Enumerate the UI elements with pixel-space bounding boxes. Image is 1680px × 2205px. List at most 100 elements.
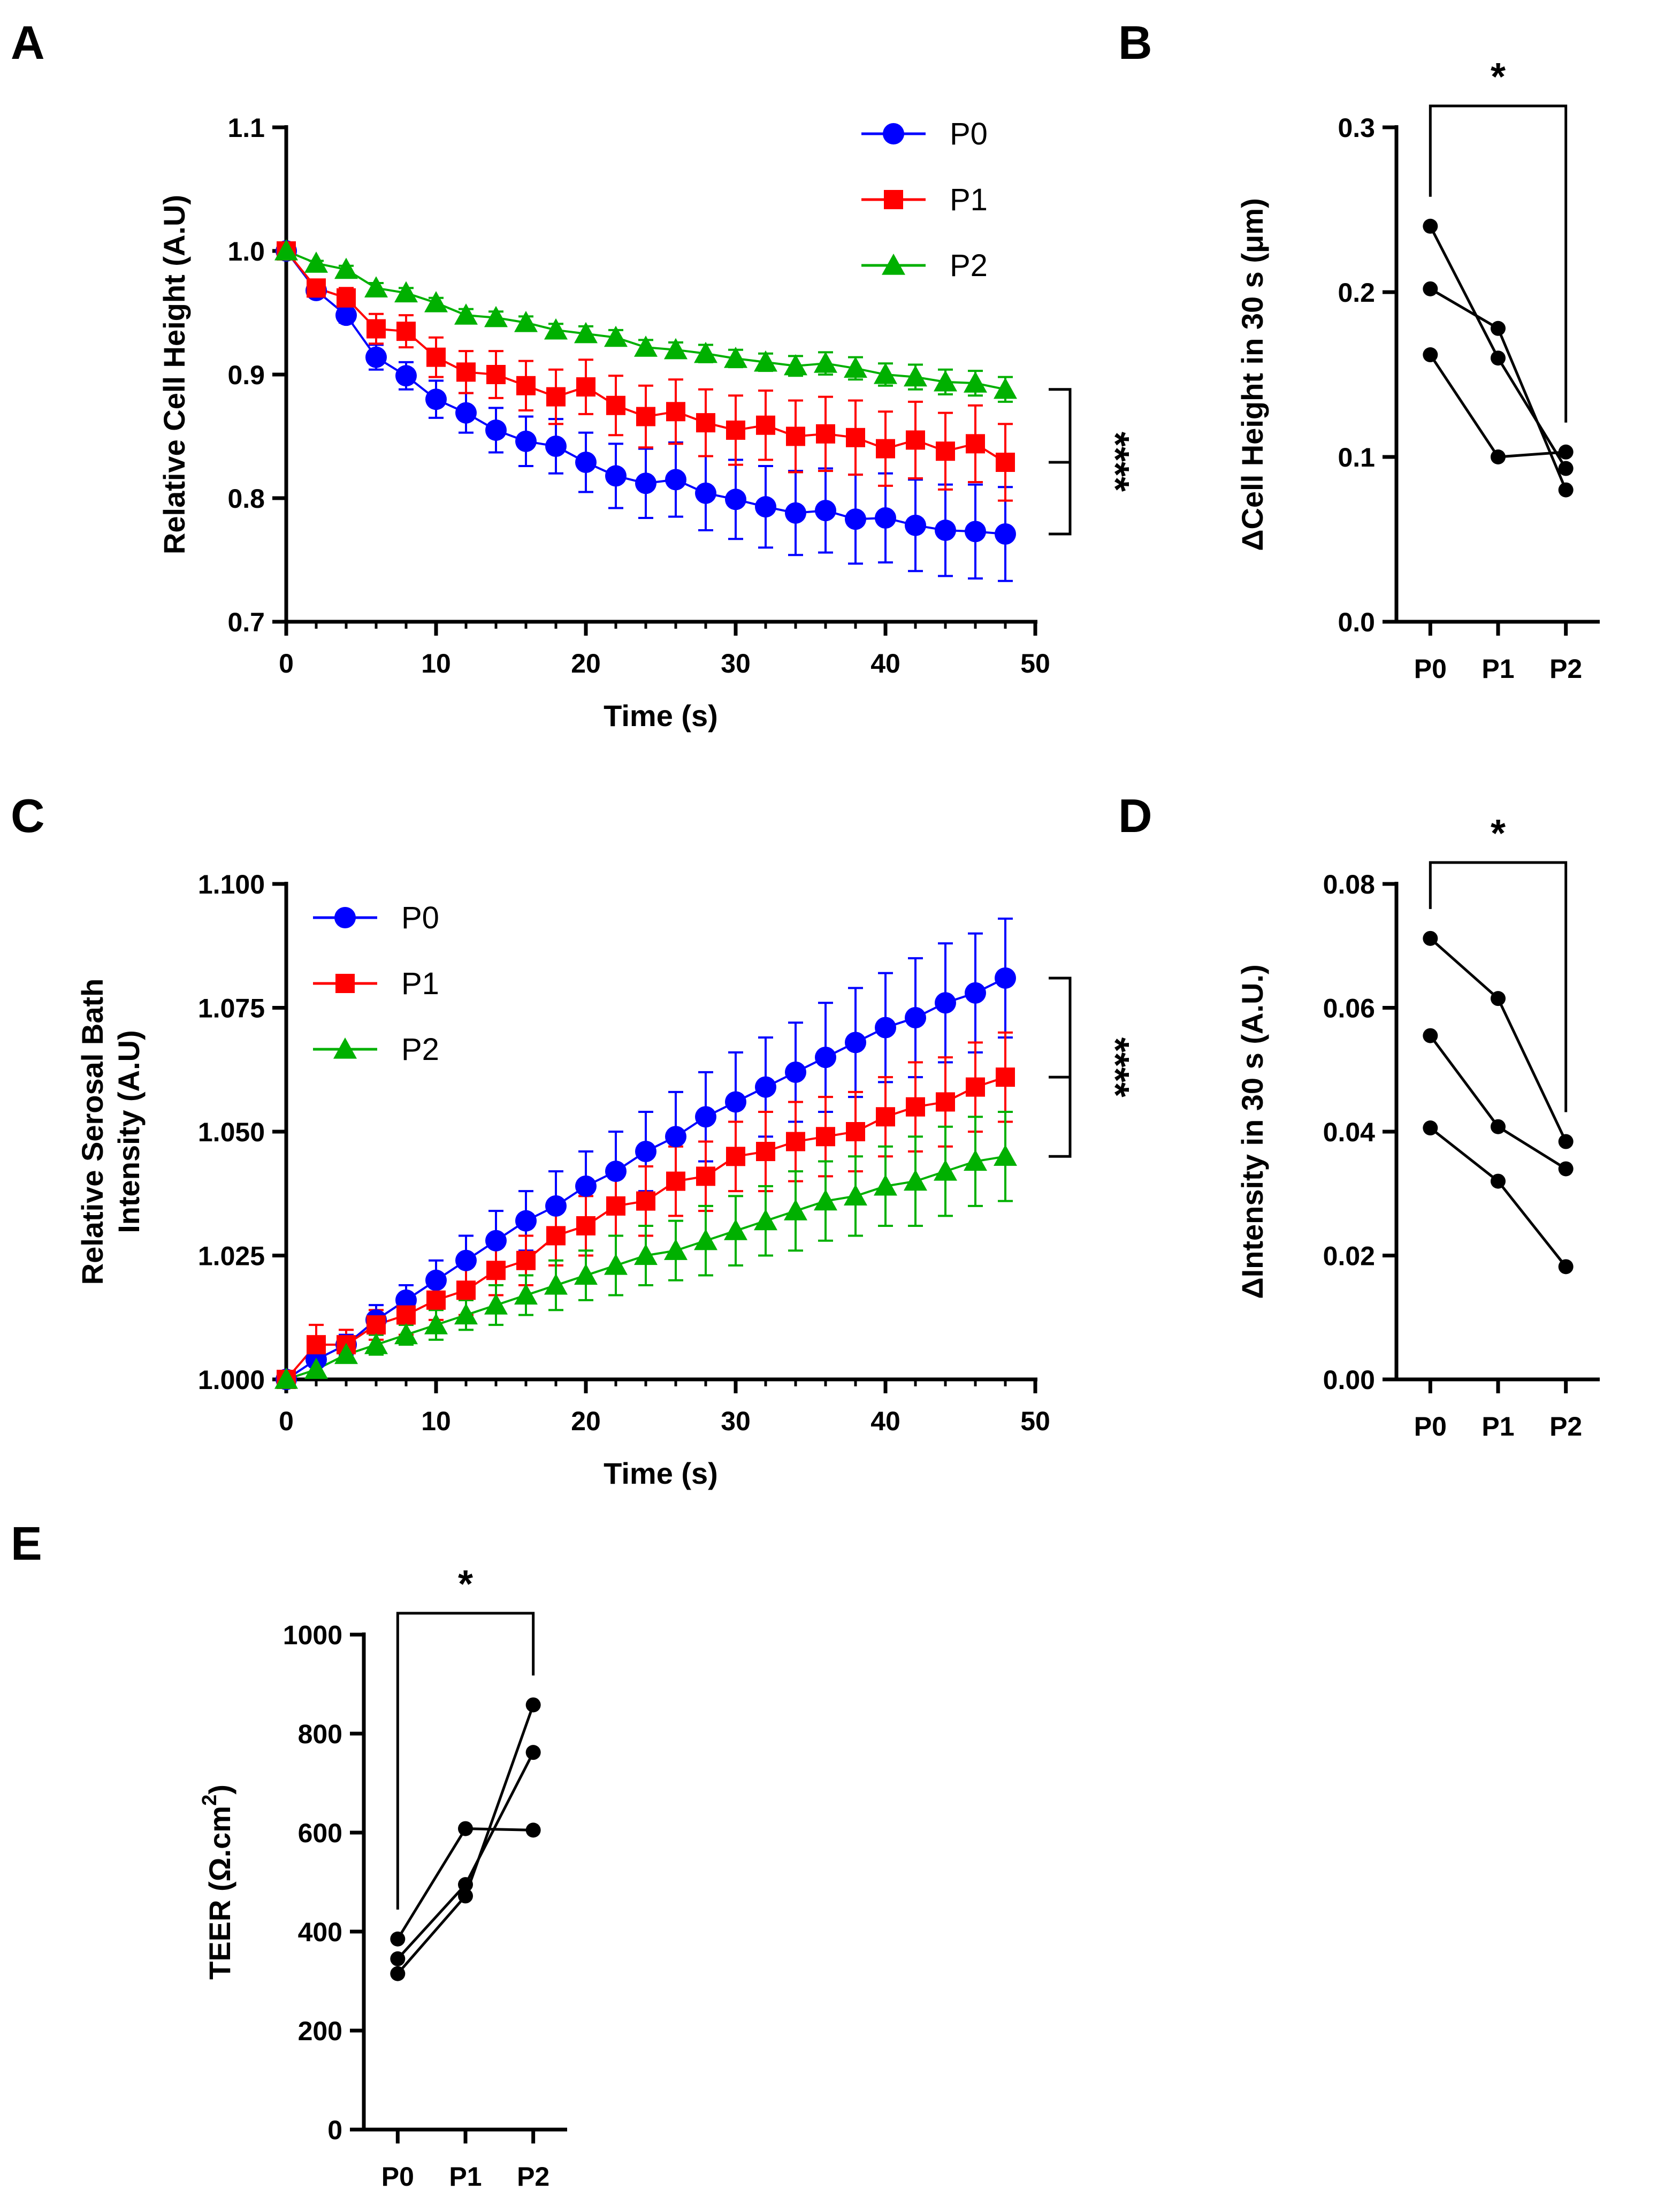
data-point-p0 — [875, 507, 896, 529]
data-point-p1 — [307, 278, 326, 298]
data-point-p0 — [755, 1076, 776, 1098]
x-tick-label: P2 — [517, 2162, 549, 2192]
data-point-p2 — [634, 335, 658, 357]
legend-swatch-marker — [333, 1037, 357, 1059]
data-point-p1 — [516, 1250, 536, 1270]
y-tick-label: 1.0 — [227, 236, 265, 266]
data-point-p0 — [365, 346, 387, 368]
significance-label: * — [458, 1563, 473, 1606]
data-point-p2 — [784, 354, 807, 376]
data-point-p0 — [575, 452, 597, 474]
y-tick-label: 0.8 — [227, 484, 265, 514]
data-point-p2 — [934, 370, 957, 392]
data-point-p2 — [964, 1149, 987, 1171]
data-point-p0 — [575, 1175, 597, 1197]
y-tick-label: 1.075 — [198, 994, 265, 1024]
data-point-p2 — [664, 338, 688, 360]
data-point — [1423, 218, 1438, 234]
data-point-p1 — [786, 426, 805, 446]
significance-label: * — [1491, 56, 1506, 98]
data-point-p2 — [904, 365, 927, 387]
x-tick-label: 50 — [1020, 1406, 1050, 1436]
data-point-p2 — [664, 1239, 688, 1260]
data-point-p0 — [905, 514, 926, 536]
data-point-p0 — [485, 419, 507, 441]
data-point — [525, 1697, 541, 1713]
y-tick-label: 0.02 — [1323, 1241, 1375, 1271]
legend-label: P0 — [950, 117, 988, 151]
data-point-p0 — [605, 1161, 627, 1182]
y-tick-label: 200 — [298, 2016, 342, 2046]
y-axis-title-superscript: 2 — [198, 1795, 221, 1806]
data-point-p1 — [546, 1226, 566, 1246]
y-tick-label: 1000 — [283, 1620, 342, 1650]
data-point-p0 — [665, 469, 686, 491]
significance-bracket — [1049, 976, 1072, 1158]
data-point-p2 — [544, 318, 568, 340]
x-tick-label: P2 — [1549, 654, 1582, 684]
x-tick-label: 30 — [721, 648, 751, 678]
x-tick-label: 0 — [279, 1406, 294, 1436]
legend-swatch-marker — [883, 123, 904, 144]
data-point-p2 — [424, 1313, 448, 1334]
data-point-p1 — [396, 322, 416, 341]
data-point-p2 — [514, 310, 538, 332]
data-point-p0 — [695, 482, 716, 504]
data-point — [525, 1822, 541, 1838]
data-point-p1 — [576, 377, 595, 397]
data-point-p2 — [784, 1199, 807, 1220]
data-point-p2 — [484, 1293, 508, 1315]
data-point-p1 — [846, 428, 865, 447]
data-point-p1 — [786, 1132, 805, 1151]
data-point — [1558, 1134, 1574, 1149]
x-tick-label: 40 — [870, 648, 900, 678]
data-point-p2 — [904, 1169, 927, 1191]
data-point-p1 — [636, 1191, 655, 1211]
data-point-p2 — [754, 1209, 777, 1231]
y-tick-label: 0 — [327, 2115, 342, 2145]
data-point-p1 — [486, 365, 506, 384]
data-point-p0 — [515, 430, 537, 452]
data-point-p2 — [304, 251, 328, 273]
legend-entry-p1: P1 — [313, 966, 439, 1001]
panel-d-chart: 0.00 0.02 0.04 0.06 0.08 P0 P1 P2 ΔIntensity in … — [1235, 812, 1600, 1441]
data-point-p1 — [486, 1261, 506, 1280]
y-axis-title-main: TEER (Ω.cm — [203, 1806, 236, 1980]
significance-label: **** — [1094, 432, 1136, 492]
panel-e-chart: 0 200 400 600 800 1000 P0 P1 P2 TEER (Ω.cm2) * — [198, 1563, 567, 2192]
significance-bracket — [1429, 861, 1568, 1112]
data-point — [458, 1888, 473, 1904]
data-point-p2 — [364, 276, 388, 297]
data-point-p1 — [906, 430, 925, 450]
data-point — [458, 1877, 473, 1893]
data-point-p0 — [815, 500, 836, 522]
data-point — [525, 1745, 541, 1760]
legend-label: P2 — [950, 248, 988, 283]
data-point — [1491, 321, 1506, 336]
legend-label: P2 — [401, 1032, 439, 1067]
data-point-p0 — [515, 1210, 537, 1232]
panel-b-chart: 0.0 0.1 0.2 0.3 P0 P1 P2 ΔCell Height in 30 s (… — [1235, 56, 1600, 684]
data-point-p2 — [844, 1184, 867, 1205]
y-axis-title: Relative Serosal BathIntensity (A.U) — [75, 979, 146, 1285]
data-point-p2 — [544, 1273, 568, 1295]
significance-label: **** — [1094, 1037, 1136, 1097]
data-point-p0 — [545, 435, 567, 457]
data-point-p0 — [425, 1269, 447, 1291]
data-point-p0 — [995, 523, 1016, 545]
data-point-p1 — [456, 362, 476, 382]
data-point-p2 — [394, 1323, 418, 1345]
x-tick-label: P0 — [381, 2162, 414, 2192]
data-point-p1 — [996, 453, 1015, 472]
significance-bracket — [396, 1612, 535, 1910]
x-tick-label: P2 — [1549, 1411, 1582, 1441]
data-point-p1 — [876, 1107, 895, 1127]
data-point-p1 — [426, 1290, 446, 1310]
y-axis-title: ΔIntensity in 30 s (A.U.) — [1235, 964, 1269, 1299]
data-point-p1 — [996, 1067, 1015, 1087]
data-point-p2 — [454, 303, 478, 325]
data-point-p1 — [816, 1127, 835, 1147]
data-point-p1 — [726, 420, 745, 440]
y-axis-title-end: ) — [203, 1784, 236, 1795]
data-point-p1 — [876, 439, 895, 459]
